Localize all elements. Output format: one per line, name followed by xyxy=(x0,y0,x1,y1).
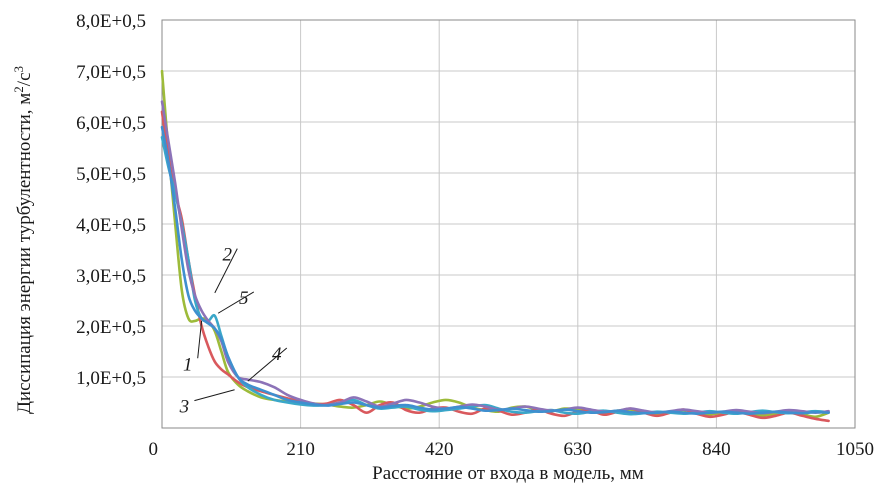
y-tick-label: 3,0E+0,5 xyxy=(76,266,146,287)
curve-leader-1 xyxy=(197,320,203,359)
series-lines xyxy=(160,69,830,423)
x-tick-label: 1050 xyxy=(836,439,874,460)
x-tick-label: 210 xyxy=(286,439,315,460)
curve-leader-5 xyxy=(217,291,255,314)
curve-leader-2 xyxy=(214,248,238,294)
curve-leader-3 xyxy=(194,389,235,402)
y-tick-labels: 1,0E+0,5 2,0E+0,5 3,0E+0,5 4,0E+0,5 5,0E+0,5… xyxy=(76,11,146,389)
series-line-4 xyxy=(160,100,830,415)
curve-leader-4 xyxy=(247,347,288,382)
series-line-1 xyxy=(160,69,830,419)
curve-annotations: 1 2 3 4 5 xyxy=(179,245,288,418)
y-tick-label: 6,0E+0,5 xyxy=(76,113,146,134)
y-axis-title-sup2: 3 xyxy=(11,66,26,73)
curve-label-1: 1 xyxy=(183,354,193,375)
y-axis-title-sup1: 2 xyxy=(11,86,26,93)
y-tick-label: 2,0E+0,5 xyxy=(76,317,146,338)
y-axis-title: Диссипация энергии турбулентности, м2/с3 xyxy=(11,66,36,414)
y-axis-title-mid: /с xyxy=(14,72,35,86)
series-line-2 xyxy=(160,110,830,423)
grid-lines xyxy=(161,19,856,428)
curve-label-5: 5 xyxy=(239,288,249,309)
y-axis-title-main: Диссипация энергии турбулентности, м xyxy=(14,93,35,414)
y-tick-label: 5,0E+0,5 xyxy=(76,164,146,185)
x-tick-labels: 0 210 420 630 840 1050 xyxy=(149,439,875,460)
y-tick-label: 8,0E+0,5 xyxy=(76,11,146,32)
y-tick-label: 7,0E+0,5 xyxy=(76,62,146,83)
y-tick-label: 4,0E+0,5 xyxy=(76,215,146,236)
curve-label-3: 3 xyxy=(179,397,190,418)
plot-frame xyxy=(161,19,856,429)
curve-label-4: 4 xyxy=(272,344,282,365)
x-tick-label: 420 xyxy=(425,439,454,460)
x-axis-title: Расстояние от входа в модель, мм xyxy=(372,463,644,484)
series-line-5 xyxy=(160,125,830,415)
curve-label-2: 2 xyxy=(223,245,233,266)
x-tick-label: 630 xyxy=(564,439,593,460)
x-tick-label: 0 xyxy=(149,439,159,460)
x-tick-label: 840 xyxy=(702,439,731,460)
series-line-3 xyxy=(160,136,830,416)
y-tick-label: 1,0E+0,5 xyxy=(76,368,146,389)
